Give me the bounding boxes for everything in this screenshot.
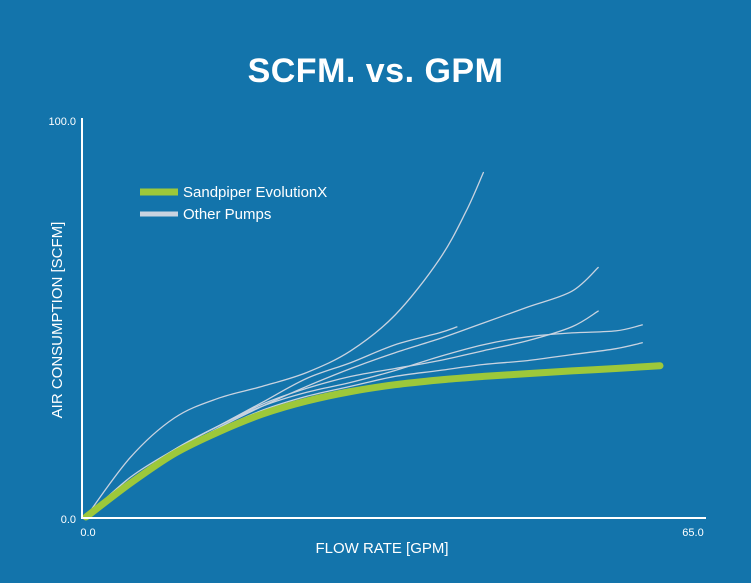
series-line-other-pump-1 [85, 171, 485, 518]
chart-title: SCFM. vs. GPM [247, 52, 504, 90]
legend-item-other-pumps: Other Pumps [140, 206, 271, 223]
x-tick-label-right: 65.0 [682, 527, 703, 539]
legend-item-sandpiper: Sandpiper EvolutionX [140, 184, 327, 201]
series-line-other-pump-3 [85, 326, 458, 518]
legend-label-sandpiper: Sandpiper EvolutionX [183, 184, 327, 201]
axes-layer: 100.0 0.0 0.0 65.0 FLOW RATE [GPM] AIR C… [48, 116, 706, 557]
x-tick-label-left: 0.0 [80, 527, 95, 539]
y-tick-label-top: 100.0 [48, 116, 76, 128]
y-axis-title: AIR CONSUMPTION [SCFM] [49, 222, 66, 419]
legend-label-other-pumps: Other Pumps [183, 206, 271, 223]
series-line-other-pump-5 [85, 324, 643, 518]
legend: Sandpiper EvolutionX Other Pumps [140, 184, 327, 223]
series-line-other-pump-4 [85, 310, 599, 518]
y-tick-label-bottom: 0.0 [61, 514, 76, 526]
series-layer [82, 171, 664, 521]
x-axis-title: FLOW RATE [GPM] [315, 540, 448, 557]
series-line-sandpiper-evolutionx [82, 362, 664, 521]
